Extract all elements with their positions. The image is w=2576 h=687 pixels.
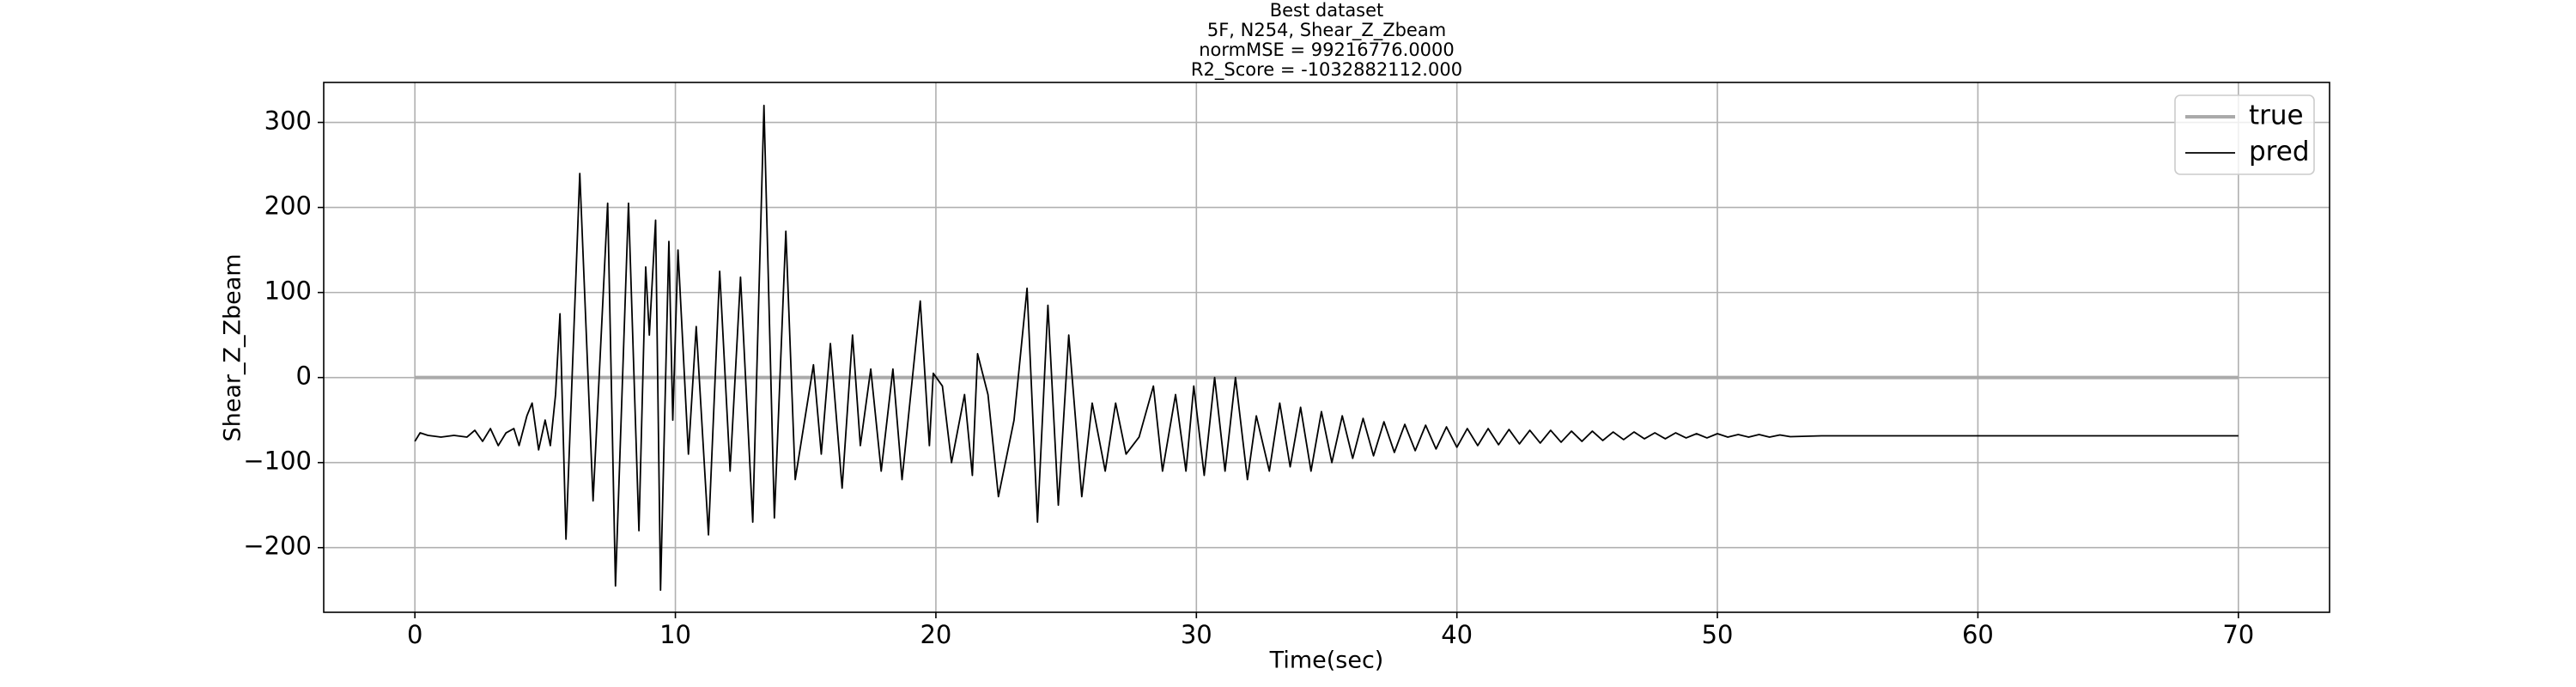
y-tick-label: 200 xyxy=(264,192,312,221)
x-tick-label: 20 xyxy=(920,620,951,649)
y-tick-label: 0 xyxy=(296,362,312,391)
x-tick-label: 70 xyxy=(2222,620,2254,649)
legend-label: true xyxy=(2249,100,2304,131)
y-tick-label: 100 xyxy=(264,277,312,306)
y-axis-label: Shear_Z_Zbeam xyxy=(220,253,246,441)
plot-frame xyxy=(323,82,2330,613)
y-tick-label: −200 xyxy=(243,532,312,561)
y-tick-label: 300 xyxy=(264,106,312,136)
y-tick-label: −100 xyxy=(243,447,312,476)
chart-title: 5F, N254, Shear_Z_Zbeam xyxy=(1207,20,1446,41)
chart-title: R2_Score = -1032882112.000 xyxy=(1191,59,1462,81)
x-tick-label: 10 xyxy=(659,620,691,649)
x-tick-label: 30 xyxy=(1181,620,1212,649)
x-tick-label: 0 xyxy=(407,620,422,649)
x-axis-label: Time(sec) xyxy=(1269,647,1384,674)
legend-label: pred xyxy=(2249,137,2310,167)
x-tick-label: 60 xyxy=(1962,620,1994,649)
x-tick-label: 40 xyxy=(1441,620,1473,649)
chart-title: Best dataset xyxy=(1270,0,1384,21)
chart-title: normMSE = 99216776.0000 xyxy=(1199,40,1455,60)
series-line xyxy=(414,104,2239,592)
x-tick-label: 50 xyxy=(1702,620,1734,649)
